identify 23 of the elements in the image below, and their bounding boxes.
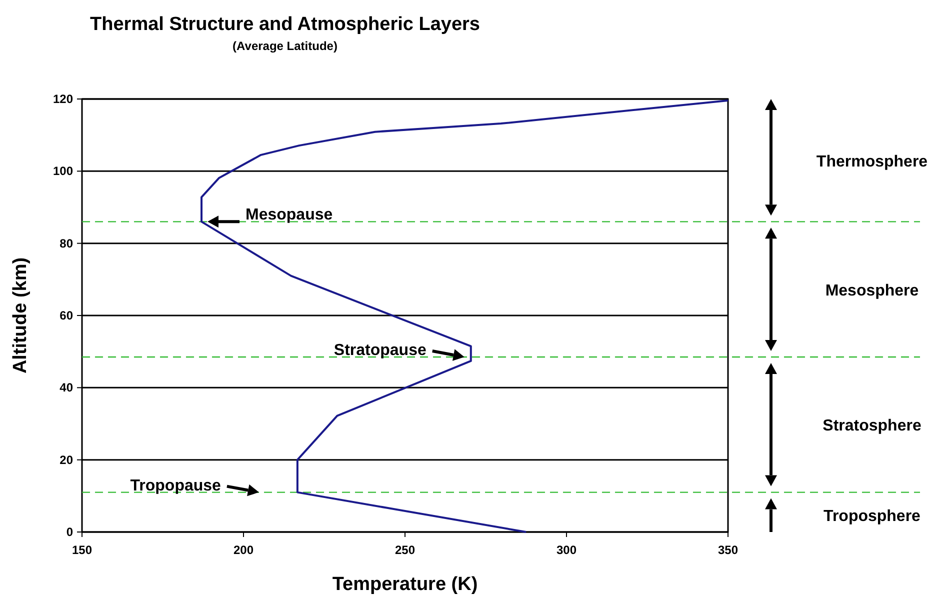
y-tick-label: 80 xyxy=(60,236,74,250)
text: Stratosphere xyxy=(822,418,922,435)
chart-title: Thermal Structure and Atmospheric Layers xyxy=(90,14,480,35)
annotation: Stratopause xyxy=(334,342,426,359)
x-axis-title: Temperature (K) xyxy=(332,574,478,595)
text: Thermosphere xyxy=(816,153,928,170)
x-tick-label: 200 xyxy=(233,543,254,557)
text: Troposphere xyxy=(824,508,921,526)
x-tick-label: 350 xyxy=(718,543,738,557)
x-tick-label: 250 xyxy=(394,543,416,557)
y-axis-title: Altitude (km) xyxy=(10,257,31,374)
annotation: Tropopause xyxy=(130,477,222,494)
text: Mesosphere xyxy=(825,282,919,300)
y-tick-label: 100 xyxy=(52,164,74,178)
annotation: Mesopause xyxy=(246,206,333,224)
chart-subtitle: (Average Latitude) xyxy=(232,39,338,53)
y-tick-label: 20 xyxy=(60,452,74,467)
x-tick-label: 300 xyxy=(556,543,577,557)
y-tick-label: 60 xyxy=(60,308,74,322)
x-tick-label: 150 xyxy=(72,543,92,557)
y-tick-label: 0 xyxy=(66,525,74,539)
y-tick-label: 120 xyxy=(52,92,74,106)
y-tick-label: 40 xyxy=(60,380,74,395)
